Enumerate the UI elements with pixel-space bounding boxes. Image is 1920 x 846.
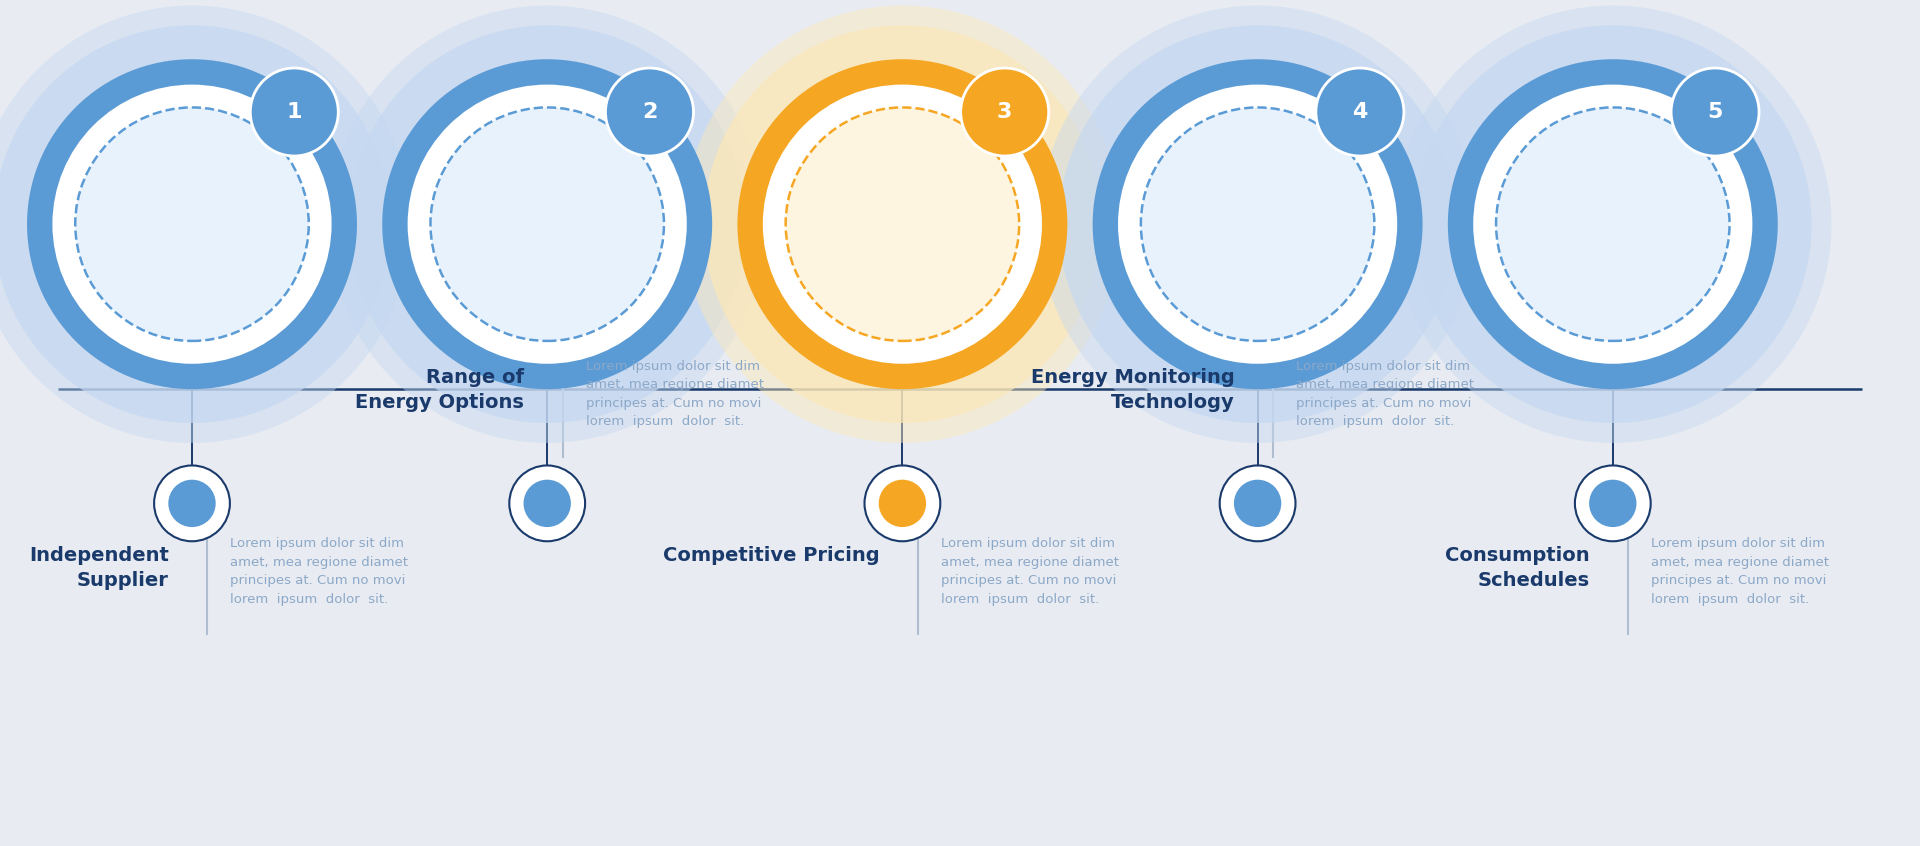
Text: 4: 4: [1352, 102, 1367, 122]
Ellipse shape: [879, 480, 925, 527]
Text: 1: 1: [286, 102, 301, 122]
Text: 2: 2: [641, 102, 657, 122]
Text: Lorem ipsum dolor sit dim
amet, mea regione diamet
principes at. Cum no movi
lor: Lorem ipsum dolor sit dim amet, mea regi…: [230, 537, 409, 606]
Ellipse shape: [1058, 25, 1457, 423]
Ellipse shape: [1315, 68, 1404, 156]
Ellipse shape: [684, 5, 1121, 442]
Ellipse shape: [524, 480, 570, 527]
Ellipse shape: [382, 59, 712, 389]
Ellipse shape: [509, 465, 586, 541]
Text: Range of
Energy Options: Range of Energy Options: [355, 368, 524, 412]
Ellipse shape: [1039, 5, 1476, 442]
Ellipse shape: [1574, 465, 1651, 541]
Text: 3: 3: [996, 102, 1012, 122]
Ellipse shape: [52, 85, 332, 364]
Ellipse shape: [1473, 85, 1753, 364]
Ellipse shape: [762, 85, 1043, 364]
Ellipse shape: [960, 68, 1048, 156]
Text: Lorem ipsum dolor sit dim
amet, mea regione diamet
principes at. Cum no movi
lor: Lorem ipsum dolor sit dim amet, mea regi…: [586, 360, 764, 428]
Ellipse shape: [864, 465, 941, 541]
Ellipse shape: [1092, 59, 1423, 389]
Ellipse shape: [407, 85, 687, 364]
Ellipse shape: [0, 25, 392, 423]
Ellipse shape: [1140, 107, 1375, 341]
Ellipse shape: [1590, 480, 1636, 527]
Ellipse shape: [328, 5, 766, 442]
Ellipse shape: [703, 25, 1102, 423]
Text: Competitive Pricing: Competitive Pricing: [662, 546, 879, 564]
Text: Energy Monitoring
Technology: Energy Monitoring Technology: [1031, 368, 1235, 412]
Text: 5: 5: [1707, 102, 1722, 122]
Ellipse shape: [250, 68, 338, 156]
Ellipse shape: [737, 59, 1068, 389]
Text: Independent
Supplier: Independent Supplier: [29, 546, 169, 590]
Ellipse shape: [348, 25, 747, 423]
Ellipse shape: [1496, 107, 1730, 341]
Ellipse shape: [1235, 480, 1281, 527]
Ellipse shape: [1413, 25, 1812, 423]
Text: Lorem ipsum dolor sit dim
amet, mea regione diamet
principes at. Cum no movi
lor: Lorem ipsum dolor sit dim amet, mea regi…: [941, 537, 1119, 606]
Ellipse shape: [0, 5, 411, 442]
Ellipse shape: [605, 68, 693, 156]
Ellipse shape: [1219, 465, 1296, 541]
Ellipse shape: [27, 59, 357, 389]
Text: Lorem ipsum dolor sit dim
amet, mea regione diamet
principes at. Cum no movi
lor: Lorem ipsum dolor sit dim amet, mea regi…: [1651, 537, 1830, 606]
Text: Consumption
Schedules: Consumption Schedules: [1446, 546, 1590, 590]
Ellipse shape: [1448, 59, 1778, 389]
Ellipse shape: [1117, 85, 1398, 364]
Ellipse shape: [785, 107, 1020, 341]
Text: Lorem ipsum dolor sit dim
amet, mea regione diamet
principes at. Cum no movi
lor: Lorem ipsum dolor sit dim amet, mea regi…: [1296, 360, 1475, 428]
Ellipse shape: [154, 465, 230, 541]
Ellipse shape: [75, 107, 309, 341]
Ellipse shape: [1394, 5, 1832, 442]
Ellipse shape: [430, 107, 664, 341]
Ellipse shape: [1670, 68, 1759, 156]
Ellipse shape: [169, 480, 215, 527]
